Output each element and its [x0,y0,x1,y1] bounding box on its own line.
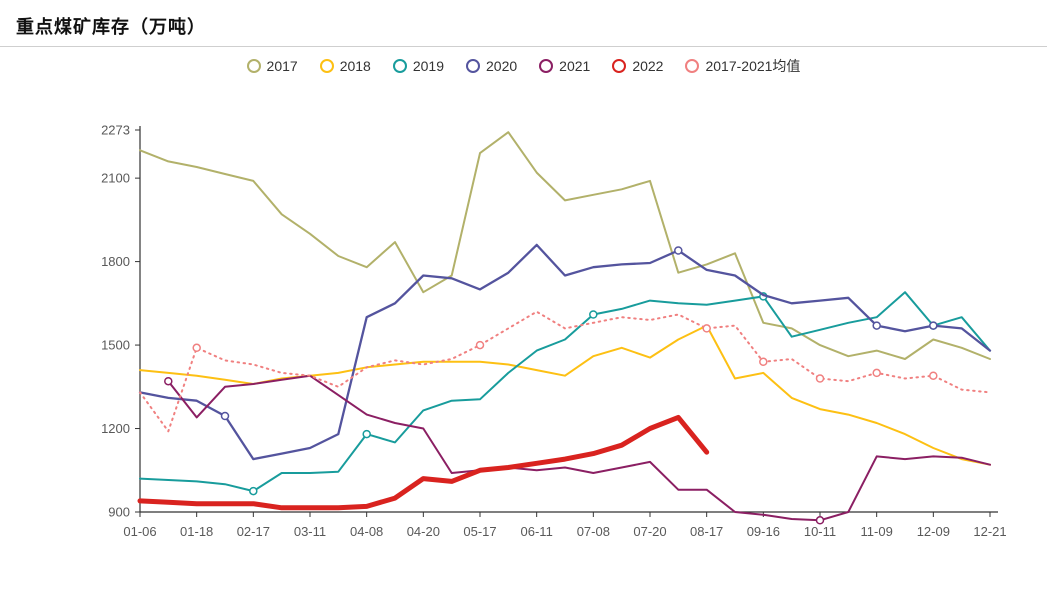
legend-series-marker-icon [685,59,700,73]
y-axis-label: 1200 [101,421,130,436]
legend-item-2017-2021均值: 2017-2021均值 [685,56,800,76]
x-axis-label: 12-09 [917,524,950,539]
title-divider [0,46,1047,47]
legend-item-2021: 2021 [539,58,590,74]
series-line-2019 [139,291,991,493]
legend-series-marker-icon [612,59,627,73]
series-marker-2017-2021均值 [815,374,825,383]
x-axis-label: 09-16 [747,524,780,539]
x-axis-label: 04-20 [407,524,440,539]
series-line-2017-2021均值 [139,310,991,433]
series-line-2018 [139,324,991,466]
series-marker-2021 [164,376,173,386]
series-marker-2020 [674,246,683,255]
legend-series-label: 2020 [486,58,518,74]
x-axis-label: 10-11 [804,524,836,539]
series-line-2022 [137,414,710,511]
line-chart: 900 1200 1500 1800 2100 2273 01-06 01-18 02-17 03… [101,123,1007,540]
series-line-2021 [167,374,991,522]
chart-legend: 2017 2018 2019 2020 2021 2022 2017-2021均值 [0,56,1047,76]
legend-series-marker-icon [319,59,334,73]
x-axis-label: 03-11 [294,524,326,539]
series-marker-2020 [872,321,881,330]
legend-series-label: 2018 [339,58,371,74]
y-axis-label: 2273 [101,123,130,138]
x-axis-label: 08-17 [690,524,723,539]
legend-series-marker-icon [392,59,407,73]
legend-series-label: 2017 [266,58,298,74]
series-marker-2017-2021均值 [702,324,711,333]
series-marker-2017-2021均值 [929,371,938,380]
series-marker-2017-2021均值 [475,340,485,350]
y-axis-label: 2100 [101,171,130,186]
x-axis-label: 01-06 [123,524,156,539]
x-axis-label: 07-20 [633,524,666,539]
legend-series-label: 2017-2021均值 [705,58,801,74]
series-marker-2020 [929,321,938,330]
series-marker-2020 [220,411,230,421]
legend-item-2018: 2018 [319,58,371,74]
series-marker-2021 [815,516,825,525]
y-axis-label: 1500 [101,338,130,353]
legend-series-marker-icon [246,59,261,73]
y-axis-label: 900 [108,505,130,520]
x-axis-label: 04-08 [350,524,383,539]
x-axis-label: 05-17 [463,524,496,539]
y-axis-label: 1800 [101,254,130,269]
series-line-2020 [138,243,992,461]
series-marker-2017-2021均值 [872,368,881,378]
legend-item-2017: 2017 [246,58,298,74]
chart-title: 重点煤矿库存（万吨） [16,17,206,37]
x-axis-label: 02-17 [237,524,270,539]
series-marker-2019 [249,486,258,496]
x-axis-label: 06-11 [521,524,553,539]
legend-item-2020: 2020 [466,58,517,74]
series-marker-2019 [589,310,598,319]
series-marker-2019 [362,429,371,439]
legend-series-label: 2022 [632,58,664,74]
x-axis-label: 12-21 [973,524,1006,539]
legend-series-marker-icon [466,59,481,73]
legend-item-2022: 2022 [612,58,663,74]
legend-series-label: 2021 [559,58,591,74]
series-line-2017 [139,131,991,360]
legend-series-label: 2019 [412,58,445,74]
x-axis-label: 01-18 [180,524,213,539]
x-axis-label: 07-08 [577,524,610,539]
series-marker-2017-2021均值 [192,343,201,353]
series-marker-2017-2021均值 [759,357,768,367]
legend-series-marker-icon [539,59,554,73]
legend-item-2019: 2019 [392,58,445,74]
x-axis-label: 11-09 [861,524,893,539]
